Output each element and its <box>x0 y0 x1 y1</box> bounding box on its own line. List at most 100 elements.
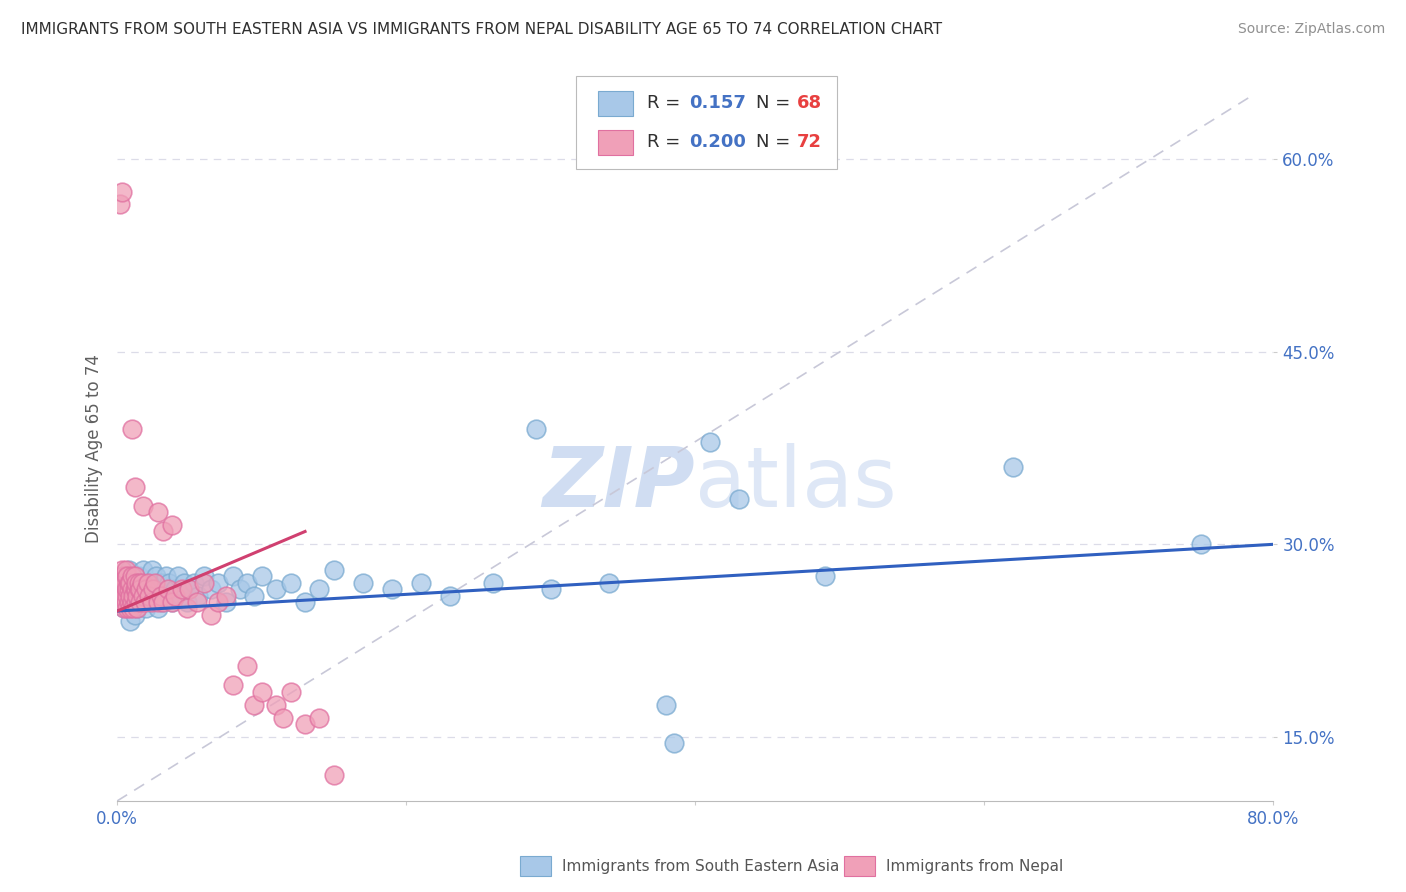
Point <box>243 589 266 603</box>
Point <box>127 601 149 615</box>
Text: Source: ZipAtlas.com: Source: ZipAtlas.com <box>1237 22 1385 37</box>
Point <box>176 601 198 615</box>
Point <box>598 575 620 590</box>
Point <box>110 185 132 199</box>
Point <box>187 589 209 603</box>
Point <box>172 582 194 597</box>
Point <box>294 595 316 609</box>
Point <box>323 563 346 577</box>
Point <box>146 595 169 609</box>
Point <box>125 582 148 597</box>
Point <box>155 569 177 583</box>
Point <box>127 601 149 615</box>
Point <box>138 589 160 603</box>
Text: 68: 68 <box>797 95 823 112</box>
Point <box>118 582 141 597</box>
Point <box>121 422 143 436</box>
Point <box>143 575 166 590</box>
Point <box>132 575 155 590</box>
Point <box>118 575 141 590</box>
Point <box>128 569 150 583</box>
Point <box>117 582 139 597</box>
Point <box>115 569 138 583</box>
Point <box>110 563 132 577</box>
Point <box>120 601 142 615</box>
Point <box>122 595 145 609</box>
Point <box>207 595 229 609</box>
Point <box>121 589 143 603</box>
Point <box>308 582 330 597</box>
Point <box>134 595 156 609</box>
Point <box>122 601 145 615</box>
Point <box>134 582 156 597</box>
Text: Immigrants from Nepal: Immigrants from Nepal <box>886 859 1063 873</box>
Point <box>243 698 266 712</box>
Point <box>112 601 135 615</box>
Point <box>121 569 143 583</box>
Point <box>200 607 222 622</box>
Point <box>135 601 157 615</box>
Point <box>200 582 222 597</box>
Point <box>124 479 146 493</box>
Point <box>142 582 165 597</box>
Point <box>131 575 153 590</box>
Point <box>108 197 131 211</box>
Point <box>179 582 201 597</box>
Point <box>117 601 139 615</box>
Text: 0.157: 0.157 <box>689 95 745 112</box>
Point <box>524 422 547 436</box>
Point <box>250 685 273 699</box>
Point <box>127 589 149 603</box>
Point <box>124 569 146 583</box>
Point <box>129 582 152 597</box>
Point <box>145 569 167 583</box>
Point <box>294 717 316 731</box>
Point <box>409 575 432 590</box>
Text: R =: R = <box>647 134 686 152</box>
Point <box>699 434 721 449</box>
Point <box>141 595 163 609</box>
Point <box>280 575 302 590</box>
Point <box>125 595 148 609</box>
Point <box>229 582 252 597</box>
Point <box>129 595 152 609</box>
Point <box>152 575 174 590</box>
Point <box>236 659 259 673</box>
Point <box>136 589 159 603</box>
Point <box>111 595 134 609</box>
Point <box>148 575 170 590</box>
Point <box>120 575 142 590</box>
Point <box>115 595 138 609</box>
Point <box>308 710 330 724</box>
Point <box>152 595 174 609</box>
Point <box>655 698 678 712</box>
Point <box>146 505 169 519</box>
Point <box>146 601 169 615</box>
Point <box>439 589 461 603</box>
Point <box>115 582 138 597</box>
Point <box>152 524 174 539</box>
Text: IMMIGRANTS FROM SOUTH EASTERN ASIA VS IMMIGRANTS FROM NEPAL DISABILITY AGE 65 TO: IMMIGRANTS FROM SOUTH EASTERN ASIA VS IM… <box>21 22 942 37</box>
Text: ZIP: ZIP <box>543 442 695 524</box>
Point <box>129 589 152 603</box>
Point <box>352 575 374 590</box>
Text: 72: 72 <box>797 134 823 152</box>
Point <box>160 595 183 609</box>
Point <box>179 582 201 597</box>
Point <box>120 615 142 629</box>
Point <box>323 768 346 782</box>
Point <box>132 589 155 603</box>
Point <box>167 569 190 583</box>
Point <box>125 575 148 590</box>
Text: R =: R = <box>647 95 686 112</box>
Point <box>157 575 180 590</box>
Point <box>186 595 208 609</box>
Point <box>136 575 159 590</box>
Point <box>156 582 179 597</box>
Point <box>125 582 148 597</box>
Point <box>135 582 157 597</box>
Point <box>132 563 155 577</box>
Point <box>193 569 215 583</box>
Point <box>120 589 142 603</box>
Point <box>112 601 135 615</box>
